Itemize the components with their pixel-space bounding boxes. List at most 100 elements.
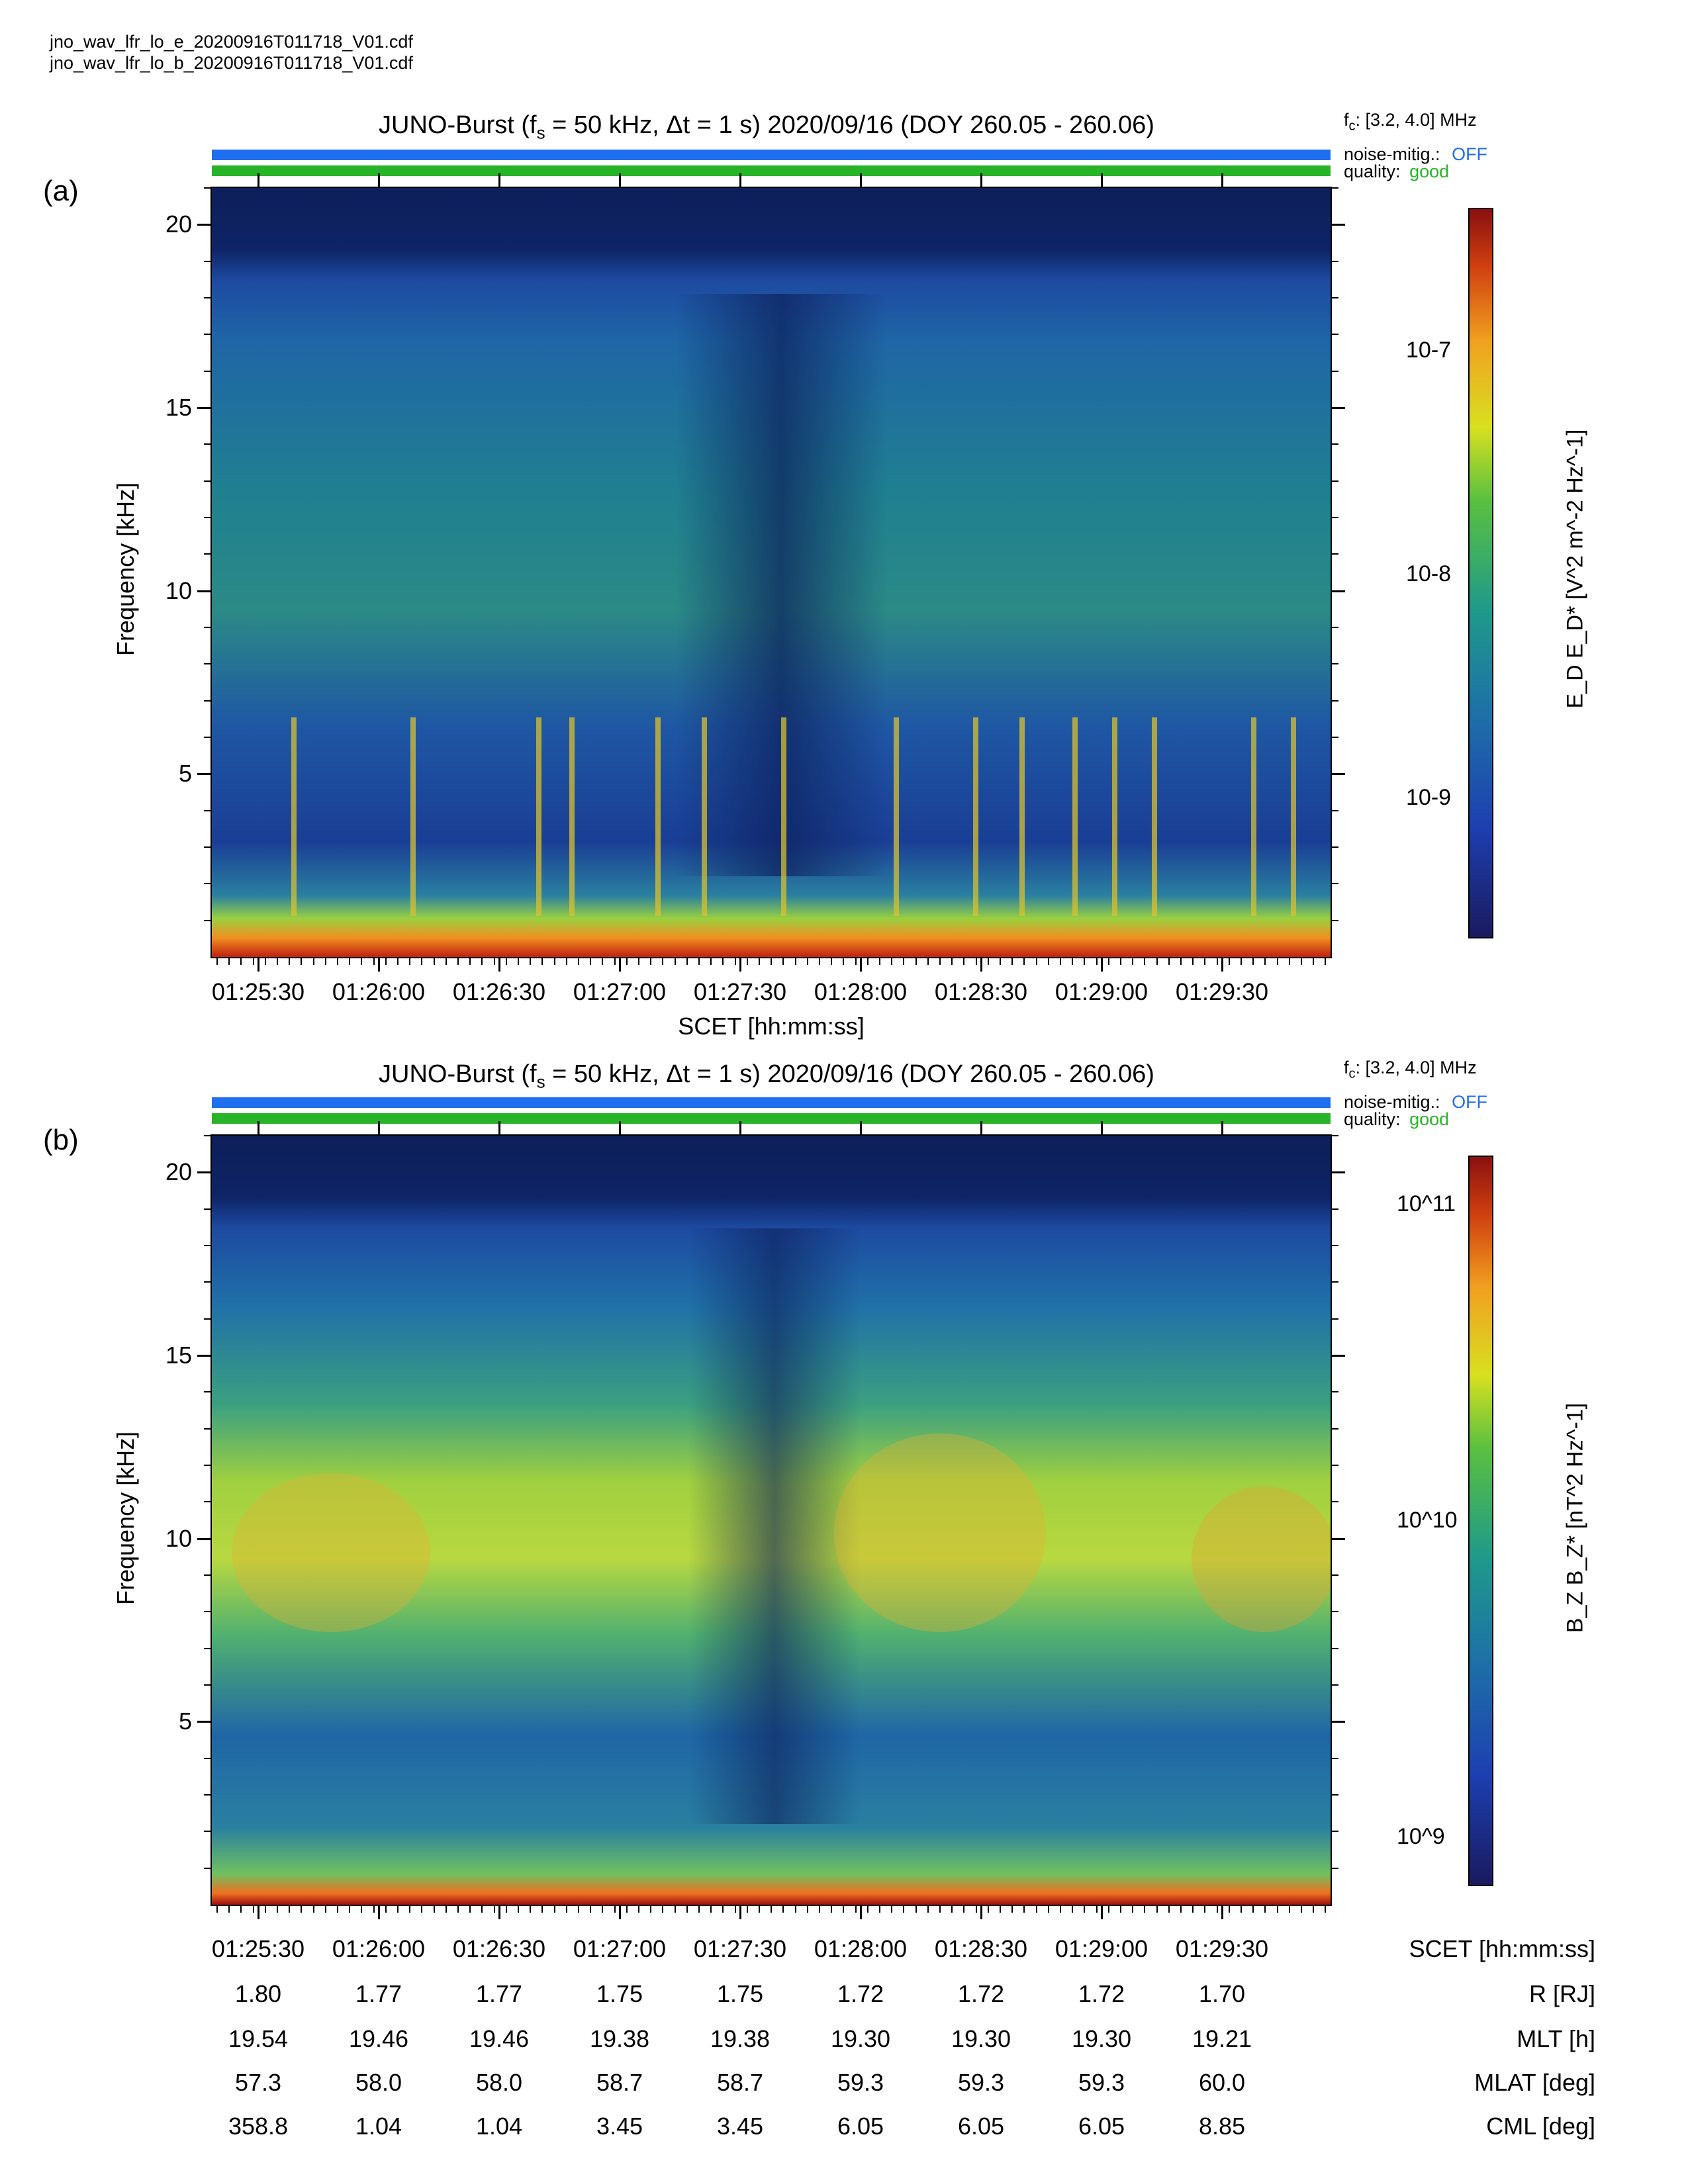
y-major-tick: [197, 590, 212, 592]
y-minor-tick: [1331, 919, 1338, 921]
x-minor-tick: [385, 1905, 387, 1913]
burst-stripe: [536, 717, 541, 916]
x-minor-tick: [1216, 1905, 1218, 1913]
burst-stripe: [973, 717, 978, 916]
x-minor-tick: [505, 957, 507, 965]
x-tick-label: 01:26:00: [332, 978, 426, 1005]
y-minor-tick: [204, 1794, 212, 1796]
x-minor-tick: [264, 957, 266, 965]
y-minor-tick: [1331, 1794, 1338, 1796]
x-minor-tick: [1144, 1905, 1146, 1913]
spectrogram-b-hotspot-2: [834, 1433, 1046, 1632]
y-minor-tick: [204, 334, 212, 336]
panel-a-quality-value: good: [1409, 161, 1450, 181]
x-minor-tick: [1023, 1905, 1025, 1913]
panel-b-quality-value: good: [1409, 1109, 1450, 1129]
y-tick-label: 15: [165, 394, 192, 421]
ephemeris-value: 01:29:30: [1175, 1935, 1269, 1962]
x-minor-tick: [650, 957, 652, 965]
x-minor-tick: [1084, 1905, 1086, 1913]
panel-b-quality-bar: [212, 1113, 1331, 1124]
x-minor-tick: [590, 957, 592, 965]
x-minor-tick: [867, 957, 868, 965]
y-major-tick: [1331, 1537, 1345, 1540]
y-major-tick: [197, 1537, 212, 1540]
x-minor-tick: [1047, 957, 1049, 965]
ephemeris-row-label: MLT [h]: [1517, 2025, 1595, 2052]
y-minor-tick: [204, 1684, 212, 1686]
y-tick-label: 5: [178, 760, 192, 788]
x-minor-tick: [746, 957, 748, 965]
y-minor-tick: [1331, 443, 1338, 445]
colorbar-a-label: E_D E_D* [V^2 m^-2 Hz^-1]: [1562, 429, 1588, 709]
x-minor-tick: [951, 957, 953, 965]
y-major-tick: [1331, 1171, 1345, 1174]
x-minor-tick: [289, 1905, 291, 1913]
x-minor-tick: [216, 1905, 218, 1913]
ephemeris-value: 1.80: [234, 1980, 282, 2007]
x-minor-tick: [963, 1905, 965, 1913]
x-minor-tick: [626, 957, 628, 965]
x-minor-tick: [481, 957, 483, 965]
x-minor-tick: [951, 1905, 953, 1913]
x-tick-label: 01:28:00: [814, 978, 908, 1005]
y-minor-tick: [204, 700, 212, 702]
x-minor-tick: [722, 1905, 724, 1913]
x-minor-tick: [1264, 1905, 1266, 1913]
burst-stripe: [569, 717, 575, 916]
x-major-tick-top: [619, 173, 621, 188]
y-minor-tick: [1331, 1281, 1338, 1283]
y-minor-tick: [1331, 883, 1338, 885]
y-minor-tick: [204, 627, 212, 628]
y-minor-tick: [204, 297, 212, 298]
y-minor-tick: [204, 1647, 212, 1649]
ephemeris-value: 6.05: [957, 2113, 1005, 2140]
panel-a-noise-status: noise-mitig.: OFF: [1344, 144, 1487, 165]
panel-b-title-main: JUNO-Burst (f: [379, 1060, 537, 1088]
x-minor-tick: [385, 957, 387, 965]
y-tick-label: 5: [178, 1707, 192, 1735]
burst-stripe: [410, 717, 416, 916]
x-minor-tick: [301, 957, 303, 965]
panel-b-title-sub: s: [536, 1071, 545, 1092]
y-minor-tick: [1331, 187, 1338, 189]
x-minor-tick: [638, 957, 639, 965]
ephemeris-value: 3.45: [716, 2113, 764, 2140]
y-major-tick: [1331, 407, 1345, 409]
panel-a-noise-label: noise-mitig.:: [1344, 144, 1440, 164]
x-minor-tick: [1107, 957, 1109, 965]
y-minor-tick: [204, 553, 212, 555]
x-major-tick-top: [258, 173, 259, 188]
x-minor-tick: [505, 1905, 507, 1913]
y-minor-tick: [204, 1208, 212, 1210]
x-minor-tick: [782, 1905, 784, 1913]
colorbar-b: [1468, 1156, 1493, 1886]
panel-b-label: (b): [43, 1124, 79, 1156]
x-major-tick: [980, 957, 982, 972]
x-tick-label: 01:29:30: [1175, 978, 1269, 1005]
y-minor-tick: [1331, 1208, 1338, 1210]
x-minor-tick: [891, 957, 893, 965]
burst-stripe: [1251, 717, 1256, 916]
y-minor-tick: [1331, 1245, 1338, 1246]
y-minor-tick: [1331, 1465, 1338, 1466]
panel-b-fc-rest: : [3.2, 4.0] MHz: [1355, 1058, 1477, 1077]
y-major-tick: [197, 1171, 212, 1174]
y-minor-tick: [204, 919, 212, 921]
x-minor-tick: [312, 957, 314, 965]
x-minor-tick: [1192, 1905, 1194, 1913]
y-minor-tick: [1331, 370, 1338, 372]
x-minor-tick: [361, 1905, 363, 1913]
burst-stripe: [1291, 717, 1296, 916]
x-minor-tick: [662, 1905, 664, 1913]
x-minor-tick: [1241, 957, 1242, 965]
x-major-tick: [980, 1905, 982, 1919]
x-minor-tick: [927, 1905, 929, 1913]
y-major-tick: [1331, 773, 1345, 776]
ephemeris-value: 1.75: [596, 1980, 643, 2007]
x-major-tick: [498, 957, 500, 972]
x-minor-tick: [831, 1905, 833, 1913]
x-minor-tick: [1000, 957, 1001, 965]
ephemeris-value: 01:26:00: [332, 1935, 426, 1962]
y-minor-tick: [1331, 1757, 1338, 1759]
